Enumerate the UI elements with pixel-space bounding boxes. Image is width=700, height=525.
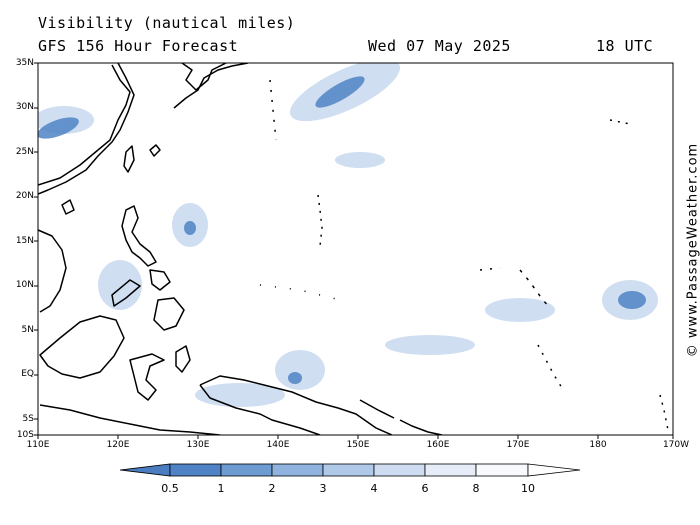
colorbar-arrow-right xyxy=(527,463,581,477)
lat-label: 30N xyxy=(15,102,34,112)
colorbar-label: 3 xyxy=(319,482,327,495)
lat-label: 5S xyxy=(22,414,34,424)
lat-label: 35N xyxy=(15,58,34,68)
lon-label: 120E xyxy=(106,440,130,450)
coastlines xyxy=(38,63,669,435)
colorbar-label: 10 xyxy=(521,482,535,495)
lon-label: 170E xyxy=(506,440,530,450)
colorbar-label: 4 xyxy=(370,482,378,495)
map-frame xyxy=(38,63,673,435)
lon-label: 180 xyxy=(589,440,607,450)
colorbar-bin xyxy=(424,463,477,477)
forecast-time: 18 UTC xyxy=(596,37,654,55)
lon-label: 150E xyxy=(346,440,370,450)
lon-label: 140E xyxy=(266,440,290,450)
lat-label: 15N xyxy=(15,236,34,246)
lat-label: 5N xyxy=(21,325,34,335)
colorbar-arrow-left xyxy=(119,463,171,477)
forecast-date: Wed 07 May 2025 xyxy=(368,37,511,55)
lon-label: 130E xyxy=(186,440,210,450)
lon-label: 170W xyxy=(662,440,690,450)
colorbar-label: 0.5 xyxy=(161,482,179,495)
lat-label: 25N xyxy=(15,147,34,157)
colorbar-label: 2 xyxy=(268,482,276,495)
colorbar-bin xyxy=(220,463,273,477)
visibility-shading-dense xyxy=(38,76,646,384)
lat-label: 10N xyxy=(15,280,34,290)
colorbar-label: 8 xyxy=(472,482,480,495)
lat-label: 20N xyxy=(15,191,34,201)
colorbar-bin xyxy=(169,463,222,477)
site-credit: © www.PassageWeather.com xyxy=(685,142,700,358)
colorbar-label: 1 xyxy=(217,482,225,495)
colorbar xyxy=(119,463,581,477)
lat-label: 10S xyxy=(16,430,34,440)
lon-label: 160E xyxy=(426,440,450,450)
colorbar-bin xyxy=(475,463,529,477)
lon-label: 110E xyxy=(26,440,50,450)
colorbar-bin xyxy=(271,463,324,477)
lat-label: EQ xyxy=(21,369,34,379)
forecast-label: GFS 156 Hour Forecast xyxy=(38,37,239,55)
map-title: Visibility (nautical miles) xyxy=(38,14,296,32)
colorbar-bin xyxy=(322,463,375,477)
colorbar-label: 6 xyxy=(421,482,429,495)
colorbar-bin xyxy=(373,463,426,477)
